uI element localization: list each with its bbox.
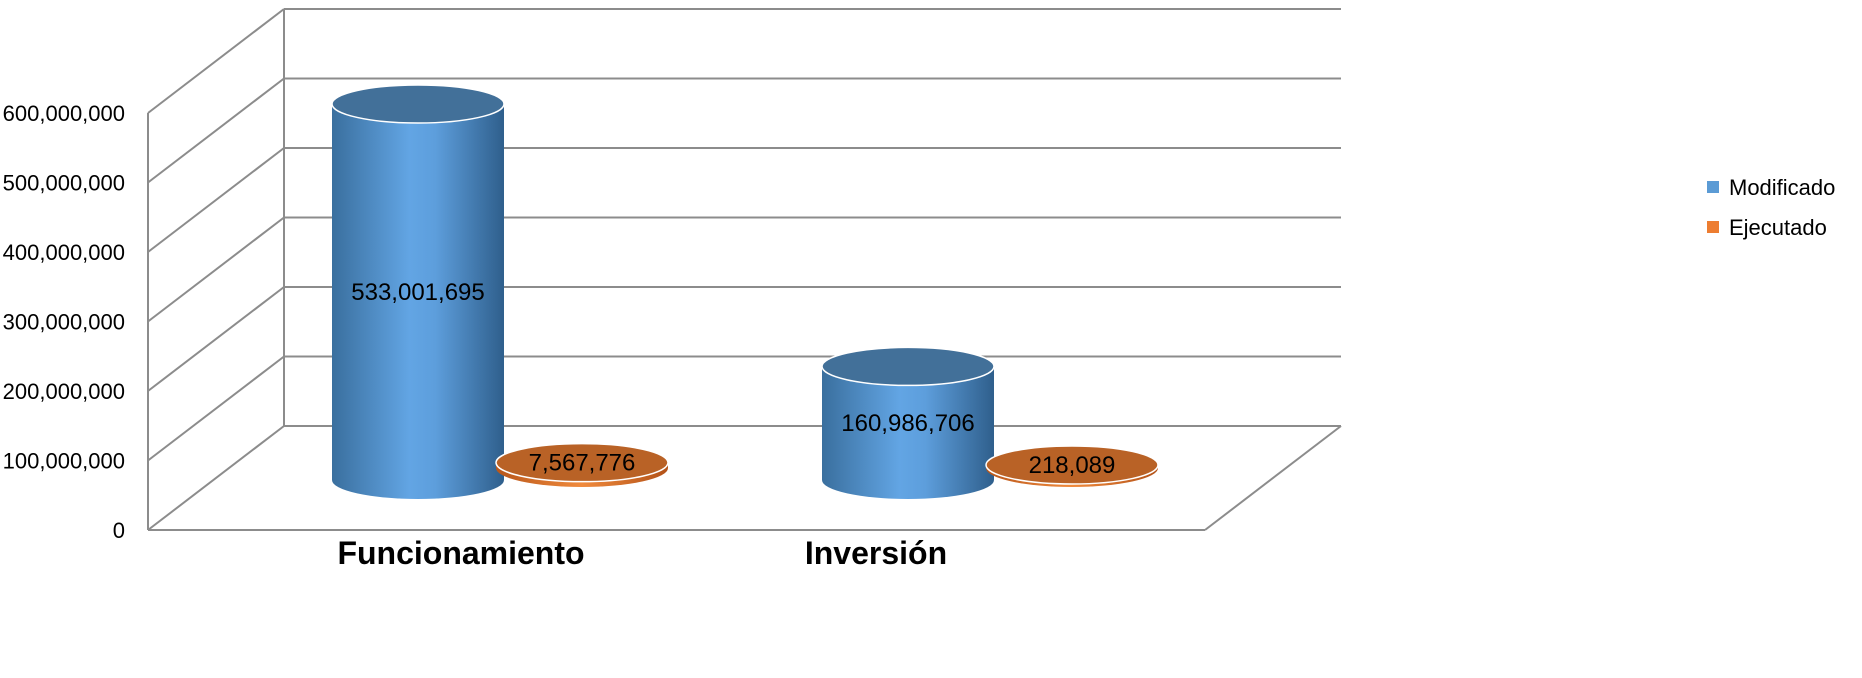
legend-swatch (1707, 221, 1719, 233)
side-wall-gridline (147, 355, 285, 462)
legend: Modificado Ejecutado (1707, 175, 1835, 240)
y-tick-label: 300,000,000 (3, 310, 125, 335)
legend-label: Ejecutado (1729, 215, 1827, 240)
y-tick-label: 400,000,000 (3, 240, 125, 265)
y-tick-label: 100,000,000 (3, 449, 125, 474)
data-label: 533,001,695 (351, 279, 484, 306)
y-tick-label: 500,000,000 (3, 171, 125, 196)
bar-body (822, 366, 994, 499)
y-tick-label: 600,000,000 (3, 101, 125, 126)
legend-label: Modificado (1729, 175, 1835, 200)
side-wall-gridline (147, 8, 285, 114)
data-label: 7,567,776 (529, 450, 636, 477)
chart-walls (147, 8, 1342, 531)
side-wall-gridline (147, 77, 285, 184)
side-wall-gridline (147, 425, 285, 531)
plot-area: 533,001,695 160,986,706 7,567,776 218,089 (331, 84, 1159, 499)
bar-top (495, 442, 669, 483)
category-label: Inversión (805, 535, 947, 571)
data-label: 218,089 (1029, 452, 1116, 479)
floor-right-edge (1204, 425, 1342, 531)
category-label: Funcionamiento (337, 535, 584, 571)
bar-modificado-0: 533,001,695 (331, 84, 505, 499)
bar-body (332, 104, 504, 499)
bar-top (985, 445, 1159, 485)
bar-modificado-1: 160,986,706 (821, 346, 995, 499)
bar-ejecutado-1: 218,089 (985, 445, 1159, 487)
bar-top (821, 346, 995, 387)
data-label: 160,986,706 (841, 410, 974, 437)
side-wall-gridline (147, 147, 285, 253)
side-wall-gridline (147, 216, 285, 323)
legend-swatch (1707, 181, 1719, 193)
y-tick-label: 0 (113, 518, 125, 543)
bar-top (331, 84, 505, 124)
bar-ejecutado-0: 7,567,776 (495, 442, 669, 487)
y-axis: 0 100,000,000 200,000,000 300,000,000 400,00… (3, 101, 125, 543)
y-tick-label: 200,000,000 (3, 379, 125, 404)
x-axis: Funcionamiento Inversión (337, 535, 947, 571)
side-wall-gridline (147, 286, 285, 392)
